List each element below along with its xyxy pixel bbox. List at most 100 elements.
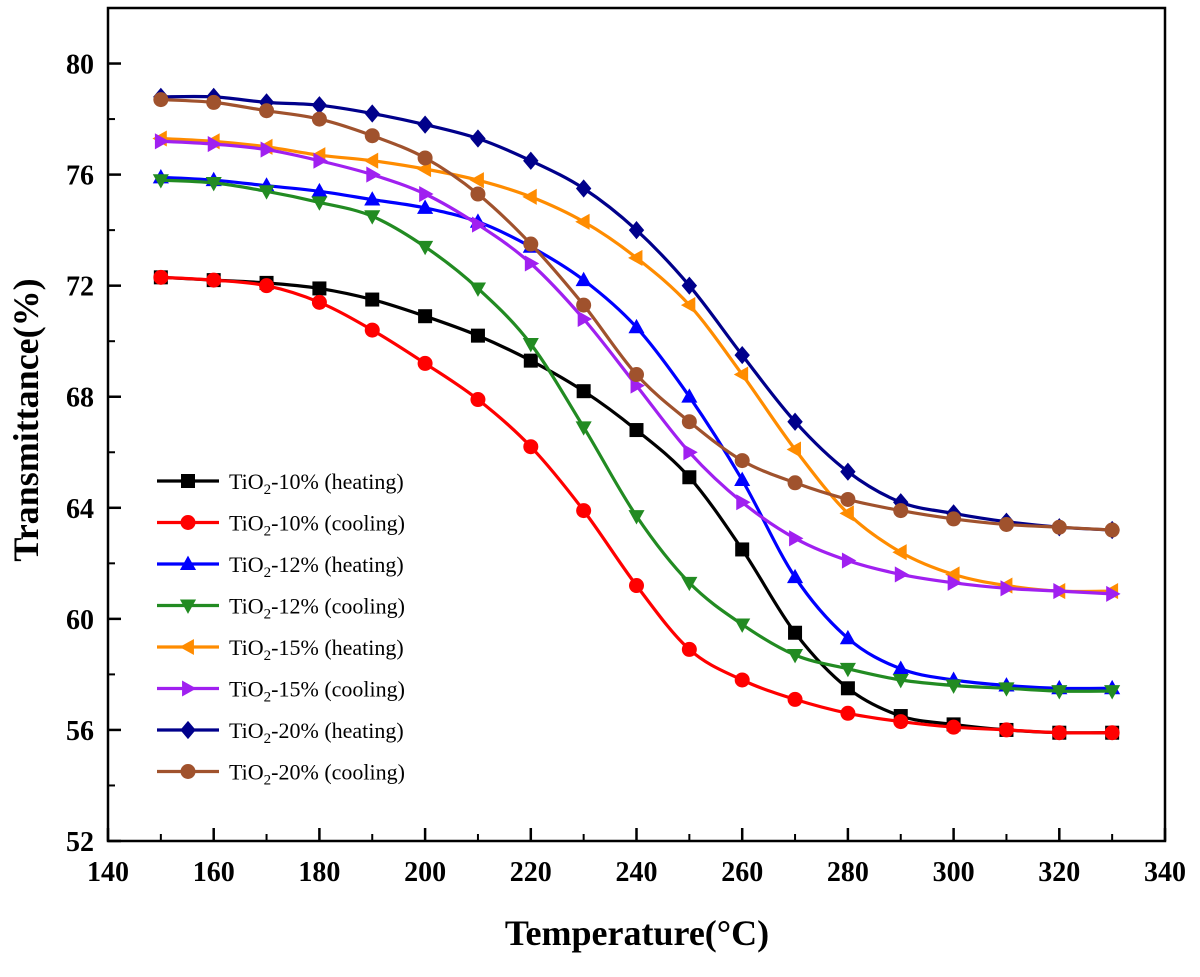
series-3-point (787, 568, 804, 584)
series-5-point (575, 213, 590, 230)
legend-marker (179, 599, 197, 614)
legend-label: TiO2-10% (heating) (229, 469, 404, 498)
series-7-point (417, 115, 433, 134)
series-5-point (733, 366, 749, 383)
series-6-point (313, 152, 328, 169)
series-4-point (575, 421, 592, 436)
series-4-point (839, 662, 856, 678)
legend-item: TiO2-15% (heating) (157, 635, 404, 664)
series-3-point (364, 191, 381, 206)
legend-item: TiO2-20% (cooling) (157, 760, 405, 789)
series-4-point (681, 576, 698, 592)
series-4-point (998, 682, 1015, 697)
series-6-point (1000, 580, 1015, 597)
legend-item: TiO2-12% (cooling) (157, 594, 405, 623)
series-1-point (735, 542, 750, 557)
series-6-point (1053, 583, 1068, 600)
series-6-point (154, 133, 170, 150)
series-2-point (364, 322, 380, 338)
series-1-point (840, 681, 855, 696)
series-6 (154, 133, 1121, 602)
series-2-point (998, 722, 1014, 738)
series-6-point (947, 574, 962, 591)
series-6-point (366, 166, 381, 183)
legend-label: TiO2-12% (heating) (229, 552, 404, 581)
series-2-point (311, 294, 327, 310)
y-tick-label: 64 (66, 494, 94, 525)
series-5-point (945, 566, 960, 583)
series-4-point (628, 510, 645, 525)
series-3-point (575, 271, 592, 287)
series-8-point (629, 367, 644, 383)
legend-item: TiO2-15% (cooling) (157, 677, 405, 706)
series-4 (152, 174, 1121, 700)
series-7-point (311, 96, 328, 115)
series-3-point (734, 471, 751, 486)
series-8-point (787, 475, 803, 491)
series-1-point (576, 384, 591, 399)
series-4-point (364, 210, 381, 225)
x-tick-label: 160 (193, 857, 235, 888)
y-tick-label: 56 (66, 716, 94, 747)
legend-marker (181, 474, 195, 488)
series-6-point (472, 216, 487, 233)
x-tick-label: 320 (1038, 857, 1080, 888)
series-1-point (470, 328, 485, 343)
legend-item: TiO2-10% (heating) (157, 469, 404, 498)
legend-marker (180, 515, 196, 530)
series-4-point (787, 649, 804, 664)
legend-marker (179, 555, 197, 570)
series-8-point (893, 503, 909, 519)
legend-marker (180, 764, 196, 779)
y-tick-label: 76 (66, 161, 94, 192)
series-4-point (892, 674, 909, 689)
y-tick-label: 60 (66, 605, 94, 636)
series-8-point (206, 94, 222, 110)
series-2-point (840, 705, 856, 721)
series-7-point (840, 462, 856, 481)
legend-label: TiO2-15% (cooling) (229, 677, 405, 706)
series-3-point (892, 660, 909, 675)
series-4-point (522, 338, 539, 353)
x-axis-title: Temperature(°C) (505, 913, 769, 953)
series-7-point (575, 179, 592, 198)
y-tick-label: 80 (66, 50, 94, 81)
series-8-point (681, 414, 697, 430)
series-8-point (523, 236, 539, 252)
series-5-point (363, 152, 379, 169)
x-tick-label: 200 (404, 857, 446, 888)
series-6-point (260, 141, 275, 158)
series-2-point (629, 578, 644, 594)
y-axis-title: Transmittance(%) (6, 278, 46, 561)
series-4-point (311, 196, 328, 211)
legend-label: TiO2-12% (cooling) (229, 594, 405, 623)
series-6-point (789, 530, 804, 547)
series-6-point (894, 566, 910, 583)
series-8-point (153, 92, 169, 108)
series-2-point (787, 691, 803, 707)
series-1-point (312, 281, 327, 296)
series-3-point (311, 182, 328, 198)
series-5-point (786, 441, 801, 458)
legend-label: TiO2-20% (heating) (229, 718, 404, 747)
series-1-point (682, 470, 697, 485)
series-2-point (259, 278, 275, 294)
series-2 (153, 269, 1120, 741)
series-8 (153, 92, 1120, 538)
series-5-point (839, 505, 854, 522)
series-5-point (522, 188, 537, 205)
series-layer (152, 87, 1121, 741)
series-2-point (576, 503, 592, 519)
y-tick-label: 52 (66, 827, 94, 858)
series-5-point (628, 249, 643, 266)
series-7-point (470, 129, 486, 148)
y-tick-label: 72 (66, 272, 94, 303)
x-tick-label: 300 (933, 857, 975, 888)
series-6-point (683, 444, 698, 461)
series-4-point (1104, 685, 1121, 700)
series-6-point (1106, 585, 1121, 602)
series-4-point (417, 240, 434, 256)
legend: TiO2-10% (heating) TiO2-10% (cooling) TiO2… (157, 469, 405, 789)
series-3-point (628, 318, 645, 334)
legend-label: TiO2-15% (heating) (229, 635, 404, 664)
